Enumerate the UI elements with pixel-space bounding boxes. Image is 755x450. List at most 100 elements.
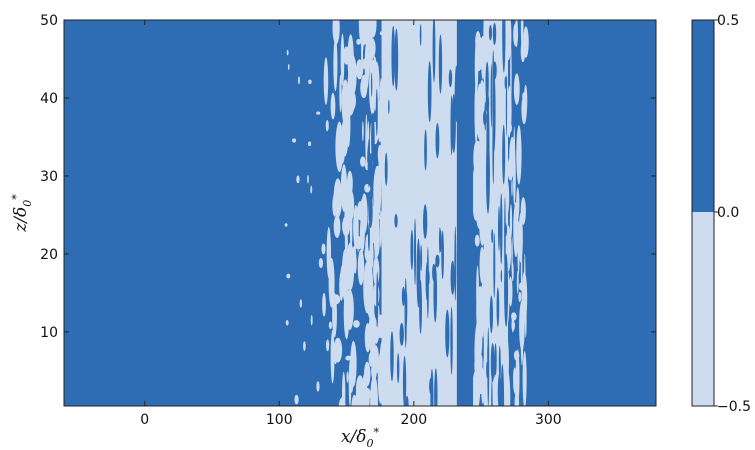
negative-streak [308,79,312,85]
negative-streak [363,389,368,406]
negative-streak [519,300,525,351]
negative-streak [368,351,375,367]
negative-streak [362,121,364,142]
positive-streak [384,152,388,186]
negative-streak [357,249,365,286]
negative-streak [310,314,313,326]
negative-streak [379,339,386,384]
negative-streak [474,234,480,247]
x-tick-label: 100 [266,412,293,428]
positive-streak [410,229,414,271]
positive-streak [402,356,407,406]
y-axis: 10 20 30 40 50 [40,13,656,341]
negative-streak [308,141,312,147]
negative-streak [520,197,526,225]
negative-streak [360,156,366,167]
negative-streak [345,289,354,331]
negative-streak [370,374,378,406]
negative-streak [284,223,288,227]
negative-streak [349,204,353,251]
positive-streak [371,112,375,164]
negative-streak [310,185,313,194]
negative-streak [474,82,478,145]
negative-streak [339,74,342,113]
negative-streak [345,355,352,361]
negative-streak [325,119,329,132]
negative-streak [476,365,485,395]
negative-streak [335,121,344,173]
positive-streak [492,72,496,152]
positive-streak [488,25,493,41]
positive-streak [414,218,417,285]
negative-streak [344,230,348,255]
positive-streak [368,195,373,228]
positive-streak [497,373,502,406]
negative-streak [298,76,300,85]
negative-streak [475,31,481,52]
negative-streak [330,92,336,120]
negative-streak [510,44,512,104]
positive-streak [450,260,455,295]
negative-streak [360,21,369,45]
y-tick-label: 40 [40,91,58,107]
negative-streak [364,40,370,89]
negative-streak [483,206,486,249]
negative-streak [346,170,353,197]
negative-streak [513,350,520,361]
negative-streak [380,207,385,234]
negative-streak [286,49,289,56]
negative-streak [347,34,354,82]
positive-streak [441,230,444,280]
positive-streak [404,277,407,348]
negative-streak [522,351,527,406]
positive-streak [438,227,441,254]
negative-streak [352,245,357,272]
negative-streak [511,312,517,321]
colorbar-frame [691,19,715,407]
positive-streak [391,25,396,87]
positive-streak [416,238,421,308]
negative-streak [303,341,306,351]
positive-streak [485,61,489,104]
positive-streak [425,262,429,301]
negative-streak [333,215,341,238]
negative-streak [368,37,376,59]
negative-streak [518,282,524,291]
negative-streak [511,320,515,331]
y-tick-label: 20 [40,247,58,263]
negative-streak [316,111,321,115]
negative-streak [475,186,483,229]
positive-streak [490,343,495,382]
negative-streak [513,373,519,395]
positive-streak [504,196,506,280]
positive-streak [388,99,390,114]
negative-streak [338,184,342,213]
negative-streak [509,203,513,239]
positive-streak [486,136,490,214]
x-tick-label: 200 [400,412,427,428]
positive-streak [487,327,490,406]
negative-streak [353,205,359,250]
positive-streak [405,395,409,406]
positive-streak [493,232,496,298]
positive-streak [432,20,436,83]
negative-streak [513,73,520,105]
negative-streak [328,257,335,308]
negative-streak [483,20,489,66]
positive-streak [430,368,434,406]
colorbar: 0.5 0.0 −0.5 [691,13,751,415]
positive-streak [494,343,497,376]
positive-streak [438,34,443,94]
positive-streak [502,20,506,73]
negative-streak [346,371,349,383]
negative-streak [321,243,326,255]
positive-streak [491,378,493,406]
negative-streak [477,83,483,124]
negative-streak [322,292,326,317]
negative-streak [307,174,309,184]
positive-streak [492,22,497,46]
negative-streak [287,63,290,71]
negative-streak [505,20,512,61]
negative-streak [515,20,518,48]
positive-streak [504,76,508,89]
